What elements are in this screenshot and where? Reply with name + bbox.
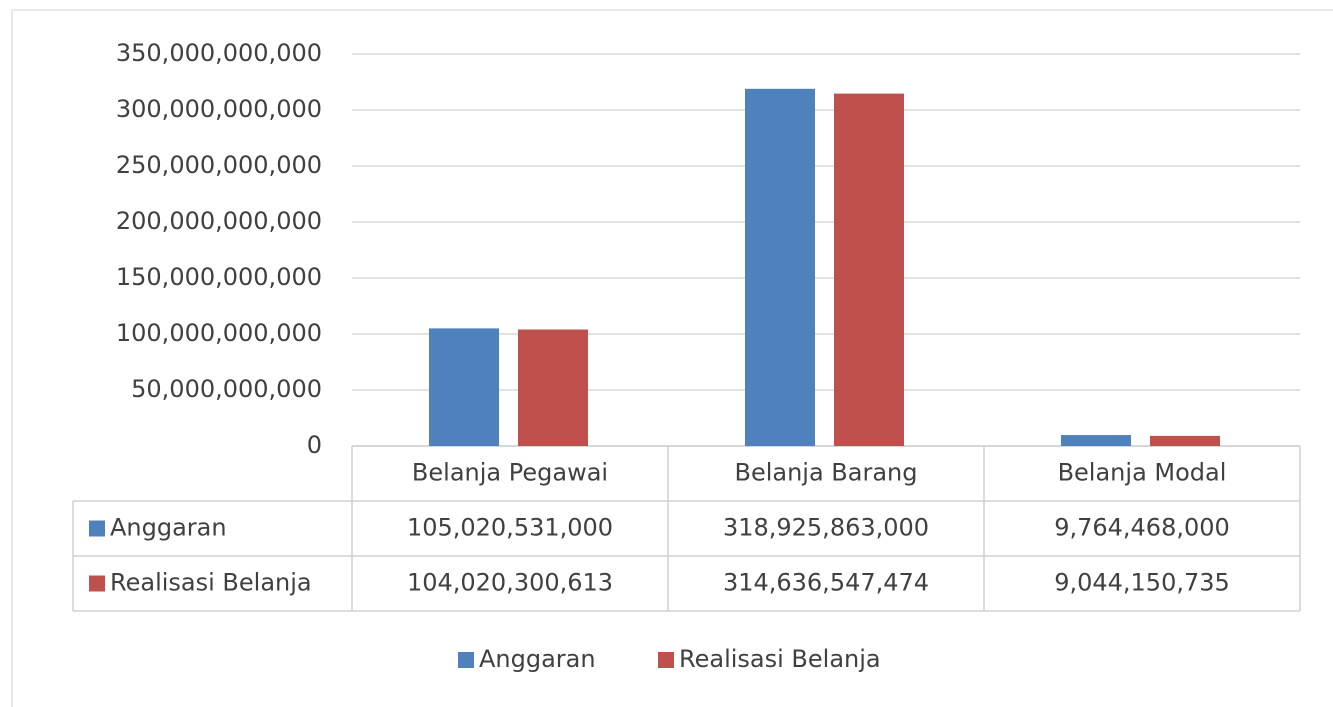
table-series-name: Realisasi Belanja [110,569,312,597]
y-tick-label: 0 [307,431,322,459]
chart-frame [11,9,1333,707]
legend-key [458,652,474,668]
table-value: 314,636,547,474 [723,569,929,597]
bar [1150,435,1220,446]
table-series-name: Anggaran [110,514,227,542]
y-tick-label: 200,000,000,000 [116,207,322,235]
x-tick-label: Belanja Barang [734,459,917,487]
legend-label: Anggaran [479,645,596,673]
y-tick-label: 100,000,000,000 [116,319,322,347]
bar [745,88,815,446]
table-value: 9,764,468,000 [1054,514,1230,542]
x-tick-label: Belanja Pegawai [412,459,608,487]
table-value: 318,925,863,000 [723,514,929,542]
bar [429,328,499,446]
y-tick-label: 50,000,000,000 [131,375,322,403]
legend-label: Realisasi Belanja [679,645,881,673]
table-value: 105,020,531,000 [407,514,613,542]
table-value: 9,044,150,735 [1054,569,1230,597]
table-value: 104,020,300,613 [407,569,613,597]
y-tick-label: 350,000,000,000 [116,39,322,67]
y-tick-label: 300,000,000,000 [116,95,322,123]
x-tick-label: Belanja Modal [1058,459,1227,487]
y-tick-label: 250,000,000,000 [116,151,322,179]
y-tick-label: 150,000,000,000 [116,263,322,291]
bar [1061,435,1131,446]
legend-key [658,652,674,668]
bar [518,329,588,446]
table-legend-key [89,575,105,592]
bar [834,93,904,447]
table-legend-key [89,520,105,537]
